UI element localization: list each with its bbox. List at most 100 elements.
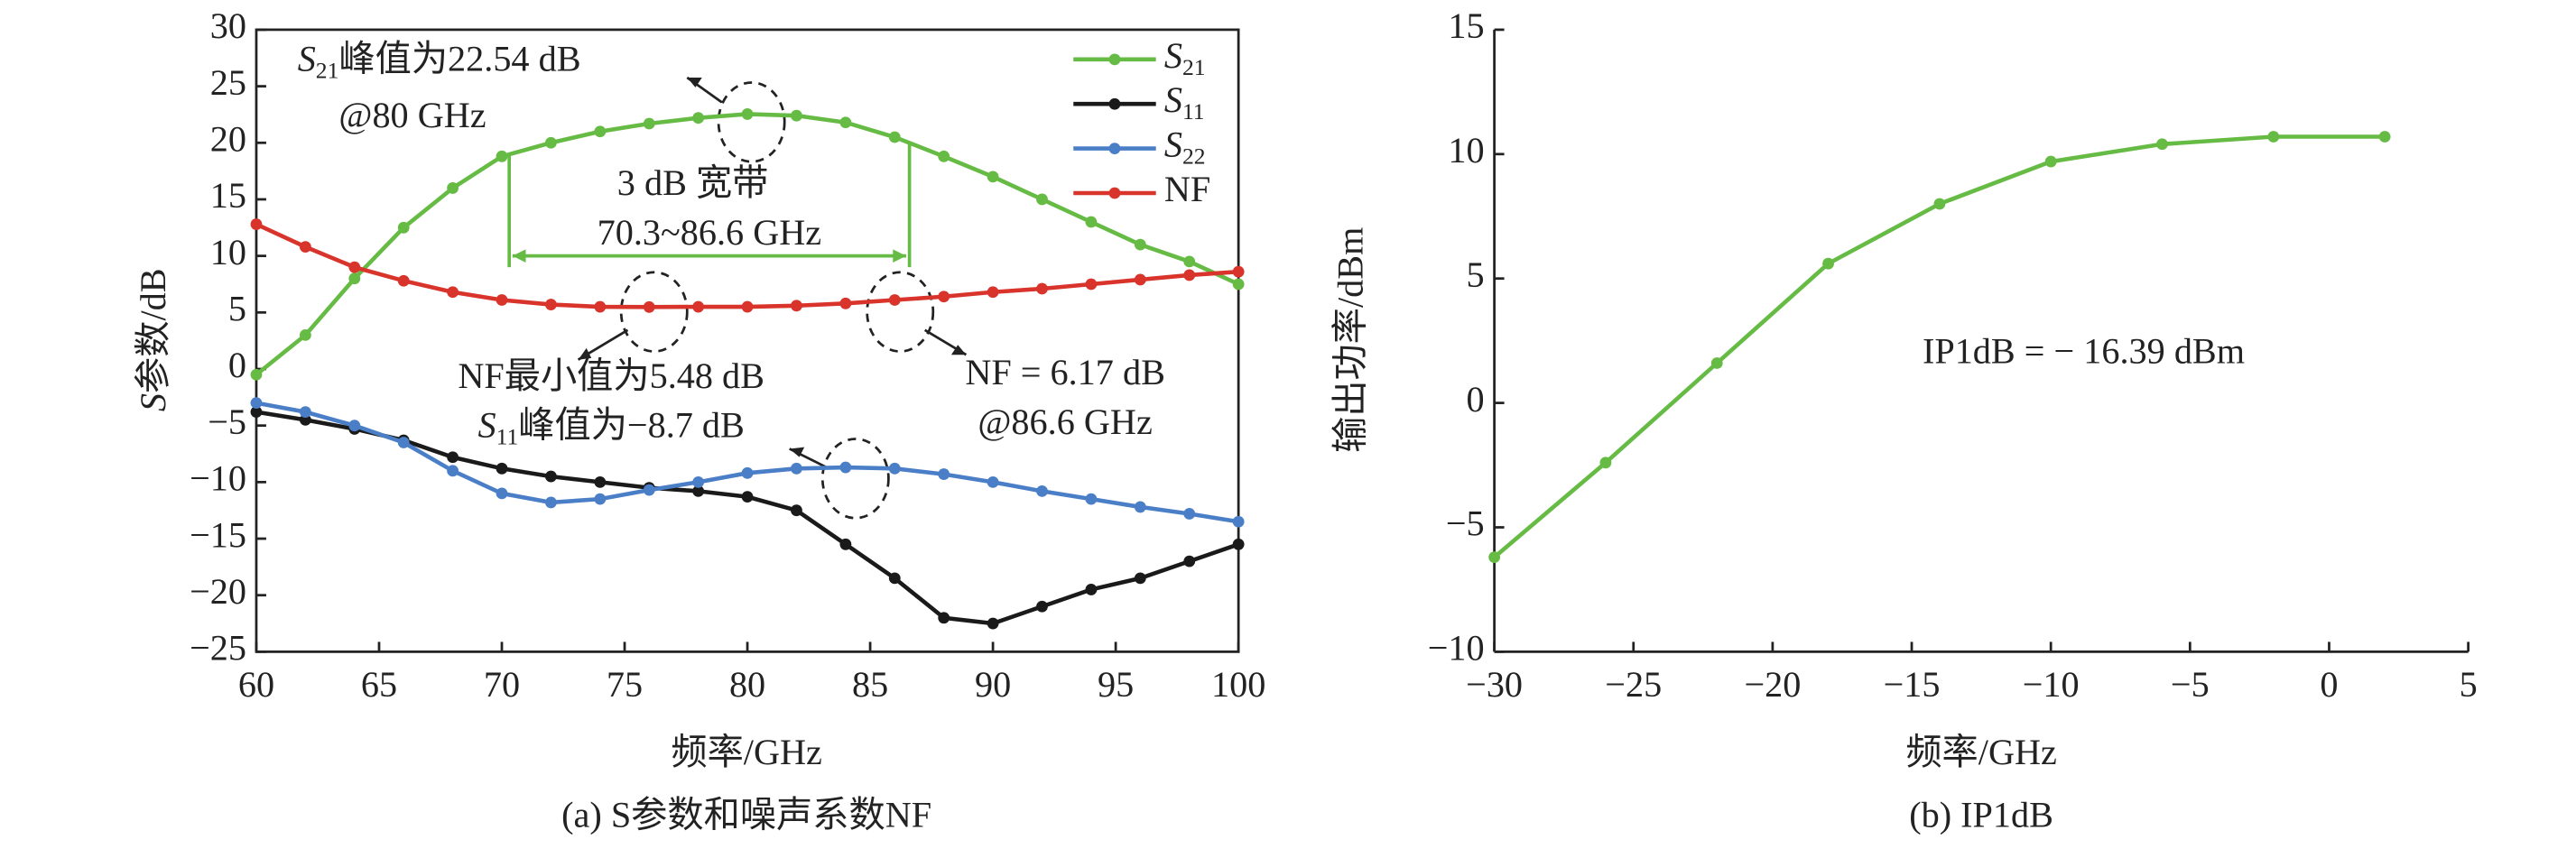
legend-label: S11 — [1164, 79, 1205, 125]
legend-label: S21 — [1164, 35, 1206, 80]
point — [987, 475, 999, 488]
x-axis-title: 频率/GHz — [1905, 732, 2057, 772]
annotation: NF最小值为5.48 dB — [458, 355, 764, 396]
x-axis-title: 频率/GHz — [671, 732, 822, 772]
y-tick-label: 15 — [1448, 5, 1484, 46]
point — [938, 291, 950, 303]
y-tick-label: 20 — [210, 119, 246, 160]
point — [791, 504, 802, 517]
x-tick-label: 95 — [1098, 664, 1134, 705]
point — [741, 491, 754, 503]
arrow-head — [512, 249, 526, 263]
point — [1183, 269, 1196, 281]
point — [1488, 551, 1501, 563]
x-tick-label: 5 — [2460, 664, 2478, 705]
point — [888, 462, 901, 475]
point — [987, 286, 999, 299]
point — [1036, 484, 1048, 497]
y-tick-label: 15 — [210, 175, 246, 216]
y-tick-label: 30 — [210, 5, 246, 46]
point — [938, 150, 950, 162]
point — [250, 397, 263, 410]
point — [1036, 600, 1048, 613]
legend-marker — [1108, 143, 1121, 154]
point — [299, 406, 311, 419]
y-tick-label: 10 — [1448, 130, 1484, 171]
annotation: S11峰值为−8.7 dB — [477, 405, 744, 450]
point — [348, 420, 361, 432]
point — [839, 461, 852, 474]
point — [545, 496, 557, 509]
y-axis-title: 输出功率/dBm — [1330, 227, 1370, 453]
y-tick-label: 10 — [210, 232, 246, 272]
point — [447, 465, 459, 477]
point — [594, 493, 607, 505]
point — [1183, 508, 1196, 520]
annotation: NF = 6.17 dB — [965, 352, 1165, 392]
point — [496, 462, 508, 475]
point — [2044, 155, 2057, 168]
point — [397, 437, 410, 448]
point — [839, 538, 852, 550]
point — [1183, 555, 1196, 567]
point — [2267, 131, 2280, 143]
x-tick-label: 75 — [607, 664, 643, 705]
point — [987, 617, 999, 630]
y-tick-label: −15 — [190, 514, 246, 555]
point — [1232, 278, 1245, 291]
point — [545, 299, 557, 310]
point — [397, 221, 410, 234]
point — [2378, 131, 2391, 143]
y-tick-label: 5 — [1467, 254, 1485, 295]
point — [299, 241, 311, 254]
point — [938, 468, 950, 480]
point — [1085, 278, 1098, 291]
point — [791, 462, 802, 475]
point — [888, 572, 901, 585]
y-tick-label: −20 — [190, 571, 246, 612]
band-label: 70.3~86.6 GHz — [598, 212, 822, 253]
x-tick-label: 100 — [1211, 664, 1265, 705]
annotation: S21峰值为22.54 dB — [298, 39, 581, 84]
point — [299, 414, 311, 426]
point — [1232, 515, 1245, 528]
x-tick-label: −30 — [1466, 664, 1523, 705]
point — [741, 466, 754, 479]
point — [496, 294, 508, 306]
y-tick-label: −10 — [1428, 628, 1485, 669]
point — [1134, 273, 1146, 286]
point — [692, 112, 705, 125]
point — [1599, 457, 1612, 469]
x-tick-label: −15 — [1884, 664, 1941, 705]
point — [397, 274, 410, 287]
point — [299, 328, 311, 341]
x-tick-label: 60 — [238, 664, 274, 705]
point — [692, 300, 705, 313]
point — [987, 171, 999, 183]
arrow-head — [893, 249, 906, 263]
point — [250, 368, 263, 381]
legend-marker — [1108, 53, 1121, 66]
point — [1134, 572, 1146, 585]
point — [2156, 138, 2168, 151]
x-tick-label: 80 — [729, 664, 765, 705]
point — [447, 182, 459, 194]
y-tick-label: 0 — [1467, 379, 1485, 420]
x-tick-label: −25 — [1605, 664, 1662, 705]
caption: (a) S参数和噪声系数NF — [561, 794, 931, 835]
y-axis-title: S参数/dB — [133, 268, 173, 411]
point — [1085, 584, 1098, 595]
point — [447, 286, 459, 299]
legend-marker — [1108, 97, 1121, 110]
y-tick-label: 0 — [228, 345, 246, 385]
point — [791, 300, 802, 312]
x-tick-label: 90 — [975, 664, 1011, 705]
point — [447, 451, 459, 464]
point — [496, 487, 508, 500]
x-tick-label: 0 — [2320, 664, 2338, 705]
legend-label: NF — [1164, 169, 1210, 209]
point — [643, 117, 655, 130]
point — [594, 300, 607, 313]
band-label: 3 dB 宽带 — [617, 162, 769, 203]
point — [741, 108, 754, 120]
